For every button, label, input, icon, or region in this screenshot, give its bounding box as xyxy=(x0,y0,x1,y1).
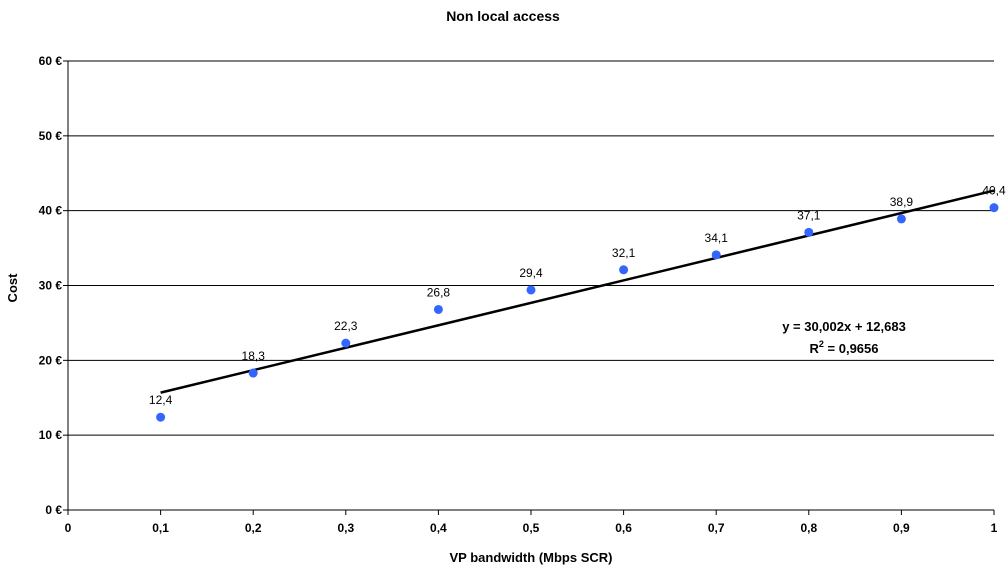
trendline-equation: y = 30,002x + 12,683 xyxy=(782,319,906,334)
data-point xyxy=(341,338,351,348)
r-squared-label: R2 = 0,9656 xyxy=(810,339,879,356)
chart-title: Non local access xyxy=(446,8,560,24)
data-label: 34,1 xyxy=(705,231,729,245)
x-tick-label: 0,3 xyxy=(337,521,354,535)
data-label: 22,3 xyxy=(334,319,358,333)
x-tick-label: 0,6 xyxy=(615,521,632,535)
y-tick-label: 20 € xyxy=(39,353,63,367)
data-point xyxy=(526,285,536,295)
data-labels: 12,4 18,3 22,3 26,8 29,4 32,1 34,1 37,1 38,9 40,4 xyxy=(149,184,1006,408)
x-tick-label: 0,9 xyxy=(893,521,910,535)
x-tick-label: 0,7 xyxy=(708,521,725,535)
x-tick-label: 0,1 xyxy=(152,521,169,535)
data-label: 37,1 xyxy=(797,208,821,222)
trendline xyxy=(160,189,995,394)
data-point xyxy=(156,412,166,422)
x-tick-label: 0,5 xyxy=(523,521,540,535)
data-point xyxy=(711,250,721,260)
r-squared-value: = 0,9656 xyxy=(824,341,879,356)
data-point xyxy=(433,304,443,314)
grid-lines xyxy=(68,60,994,436)
data-point xyxy=(248,368,258,378)
data-label: 18,3 xyxy=(242,349,266,363)
x-tick-label: 0,2 xyxy=(245,521,262,535)
x-tick-label: 1 xyxy=(991,521,998,535)
data-point xyxy=(619,265,629,275)
data-point xyxy=(989,203,999,213)
x-tick-label: 0,4 xyxy=(430,521,447,535)
data-points xyxy=(156,203,999,422)
y-tick-label: 50 € xyxy=(39,129,63,143)
y-tick-label: 40 € xyxy=(39,204,63,218)
data-label: 29,4 xyxy=(519,266,543,280)
data-label: 32,1 xyxy=(612,246,636,260)
axes xyxy=(63,60,995,515)
data-point xyxy=(804,227,814,237)
y-tick-label: 10 € xyxy=(39,428,63,442)
data-label: 26,8 xyxy=(427,285,451,299)
data-label: 40,4 xyxy=(982,184,1006,198)
r-squared-superscript: 2 xyxy=(819,339,824,349)
x-tick-label: 0,8 xyxy=(800,521,817,535)
x-tick-label: 0 xyxy=(65,521,72,535)
data-point xyxy=(896,214,906,224)
x-axis-label: VP bandwidth (Mbps SCR) xyxy=(450,550,613,565)
tick-labels: 0 € 10 € 20 € 30 € 40 € 50 € 60 € 0 0,1 0,2 0,3 0,4… xyxy=(39,54,998,535)
r-squared-prefix: R xyxy=(810,341,820,356)
y-tick-label: 30 € xyxy=(39,279,63,293)
y-tick-label: 60 € xyxy=(39,54,63,68)
y-tick-label: 0 € xyxy=(45,503,62,517)
data-label: 38,9 xyxy=(890,195,914,209)
data-label: 12,4 xyxy=(149,393,173,407)
trendline-group xyxy=(160,189,995,394)
y-axis-label: Cost xyxy=(5,273,20,303)
